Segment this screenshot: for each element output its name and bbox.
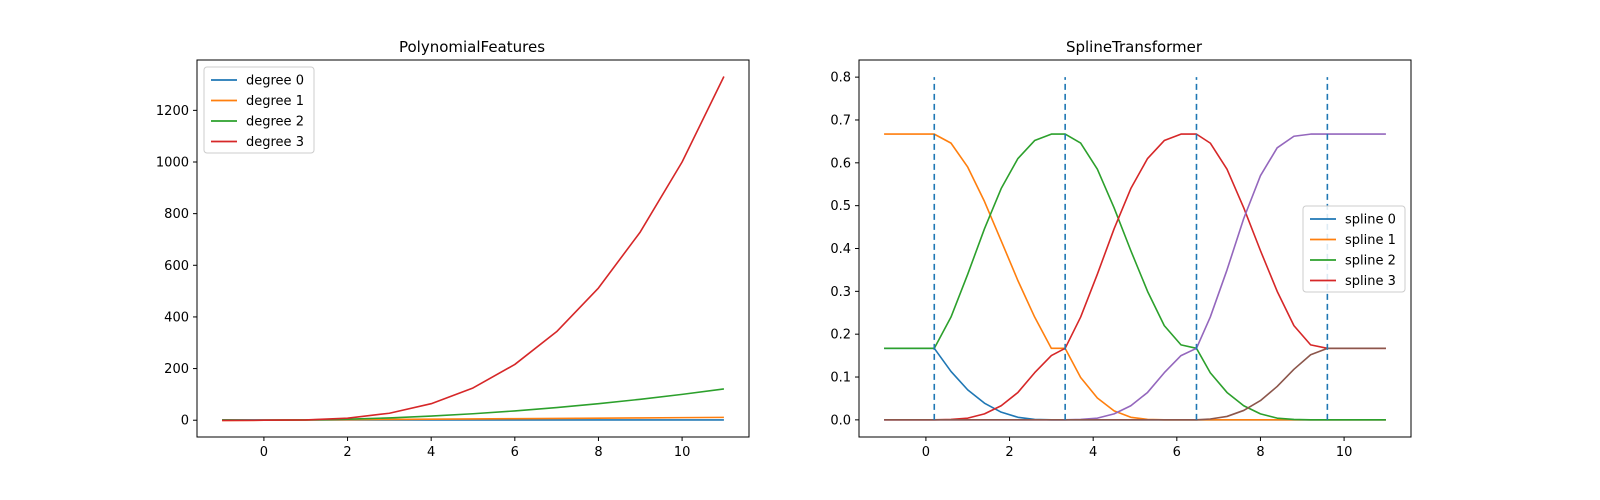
legend-label: spline 0	[1345, 213, 1396, 228]
x-tick-label: 8	[594, 445, 602, 460]
series-lines	[884, 133, 1386, 421]
x-tick-label: 6	[511, 445, 519, 460]
y-tick-label: 1000	[156, 155, 189, 170]
series-lines	[222, 76, 725, 422]
legend-label: spline 3	[1345, 274, 1396, 289]
y-axis: 0.0 0.1 0.2 0.3 0.4 0.5 0.6 0.7 0.8	[830, 71, 859, 428]
legend-label: spline 2	[1345, 254, 1396, 269]
y-tick-label: 0.7	[830, 113, 851, 128]
series-line-spline-3	[884, 133, 1386, 421]
y-axis: 0 200 400 600 800 1000 1200	[156, 104, 197, 429]
y-tick-label: 0.3	[830, 285, 851, 300]
y-tick-label: 0.2	[830, 328, 851, 343]
chart-title: PolynomialFeatures	[399, 38, 545, 56]
y-tick-label: 0.8	[830, 71, 851, 86]
y-tick-label: 0.6	[830, 156, 851, 171]
series-line-spline-2	[884, 133, 1386, 421]
y-tick-label: 0.4	[830, 242, 851, 257]
legend-label: degree 0	[246, 74, 304, 89]
y-tick-label: 400	[164, 310, 189, 325]
y-tick-label: 0.0	[830, 413, 851, 428]
x-tick-label: 4	[1089, 445, 1097, 460]
series-line-unlabeled-5	[884, 347, 1386, 421]
x-tick-label: 0	[922, 445, 930, 460]
x-axis: 0 2 4 6 8 10	[922, 437, 1353, 460]
x-tick-label: 2	[343, 445, 351, 460]
x-tick-label: 10	[1336, 445, 1353, 460]
y-tick-label: 800	[164, 207, 189, 222]
x-tick-label: 0	[260, 445, 268, 460]
y-tick-label: 1200	[156, 104, 189, 119]
x-tick-label: 4	[427, 445, 435, 460]
legend-box	[203, 66, 315, 154]
legend-label: degree 2	[246, 115, 304, 130]
legend-box	[1302, 205, 1406, 293]
x-tick-label: 6	[1173, 445, 1181, 460]
y-tick-label: 600	[164, 259, 189, 274]
legend: spline 0 spline 1 spline 2 spline 3	[1302, 205, 1406, 293]
polynomial-features-chart: PolynomialFeatures 0 2 4 6 8 10 0 200 400 600 800 1…	[156, 38, 750, 460]
y-tick-label: 0.5	[830, 199, 851, 214]
axes-frame	[196, 59, 750, 438]
spline-transformer-chart: SplineTransformer 0 2 4 6 8 10 0.0 0.1 0.2 0.3 0.4…	[830, 38, 1412, 460]
x-tick-label: 2	[1005, 445, 1013, 460]
y-tick-label: 200	[164, 362, 189, 377]
chart-title: SplineTransformer	[1066, 38, 1203, 56]
legend-label: degree 3	[246, 135, 304, 150]
legend-label: spline 1	[1345, 233, 1396, 248]
y-tick-label: 0	[181, 414, 189, 429]
series-line-degree-3	[222, 76, 725, 422]
y-tick-label: 0.1	[830, 371, 851, 386]
x-tick-label: 10	[674, 445, 691, 460]
legend-label: degree 1	[246, 94, 304, 109]
x-tick-label: 8	[1256, 445, 1264, 460]
x-axis: 0 2 4 6 8 10	[260, 437, 691, 460]
legend: degree 0 degree 1 degree 2 degree 3	[203, 66, 315, 154]
